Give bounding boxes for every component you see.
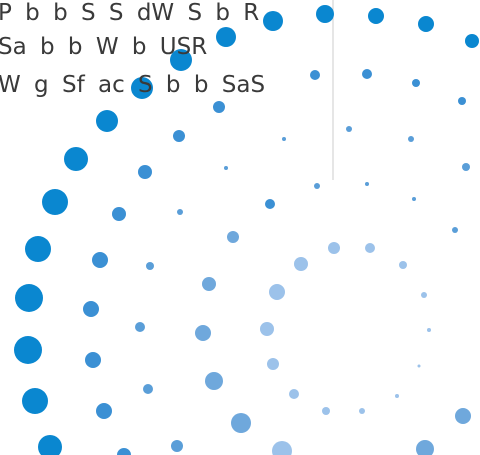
dot (231, 413, 251, 433)
dot (112, 207, 126, 221)
dot (408, 136, 414, 142)
dot (359, 408, 365, 414)
dot (205, 372, 223, 390)
dot (294, 257, 308, 271)
dot (22, 388, 48, 414)
dot (224, 166, 228, 170)
dot (135, 322, 145, 332)
dot (85, 352, 101, 368)
dot (368, 8, 384, 24)
dot (289, 389, 299, 399)
dot (177, 209, 183, 215)
dot (146, 262, 154, 270)
dot (416, 440, 434, 455)
dot (173, 130, 185, 142)
text-line: Sa b b W b USR (0, 36, 207, 59)
text-line: P b b S S dW S b R (0, 2, 259, 25)
dot (14, 336, 42, 364)
dot (462, 163, 470, 171)
dot (310, 70, 320, 80)
dot (412, 197, 416, 201)
dot (38, 435, 62, 455)
dot (362, 69, 372, 79)
dot (227, 231, 239, 243)
dot (322, 407, 330, 415)
dot (143, 384, 153, 394)
dot (282, 137, 286, 141)
dot (328, 242, 340, 254)
dot (117, 448, 131, 455)
dot (263, 11, 283, 31)
dot (92, 252, 108, 268)
dot (267, 358, 279, 370)
dot (458, 97, 466, 105)
dot (138, 165, 152, 179)
dot-pattern (0, 0, 480, 455)
dot (418, 365, 421, 368)
screen: P b b S S dW S b R Sa b b W b USR W g Sf… (0, 0, 480, 455)
dot (399, 261, 407, 269)
dot (346, 126, 352, 132)
dot (418, 16, 434, 32)
dot (412, 79, 420, 87)
dot (96, 110, 118, 132)
dot (202, 277, 216, 291)
dot (421, 292, 427, 298)
text-line: W g Sf ac S b b SaS (0, 74, 265, 97)
dot (272, 441, 292, 455)
dot (171, 440, 183, 452)
dot (260, 322, 274, 336)
dot (213, 101, 225, 113)
dot (216, 27, 236, 47)
dot (427, 328, 431, 332)
dot (316, 5, 334, 23)
dot (64, 147, 88, 171)
dot (314, 183, 320, 189)
dot (265, 199, 275, 209)
dot (15, 284, 43, 312)
dot (42, 189, 68, 215)
dot (465, 34, 479, 48)
dot (365, 182, 369, 186)
dot (455, 408, 471, 424)
dot (195, 325, 211, 341)
dot (83, 301, 99, 317)
dot (365, 243, 375, 253)
dot (395, 394, 399, 398)
dot (452, 227, 458, 233)
dot (25, 236, 51, 262)
dot (96, 403, 112, 419)
dot (269, 284, 285, 300)
